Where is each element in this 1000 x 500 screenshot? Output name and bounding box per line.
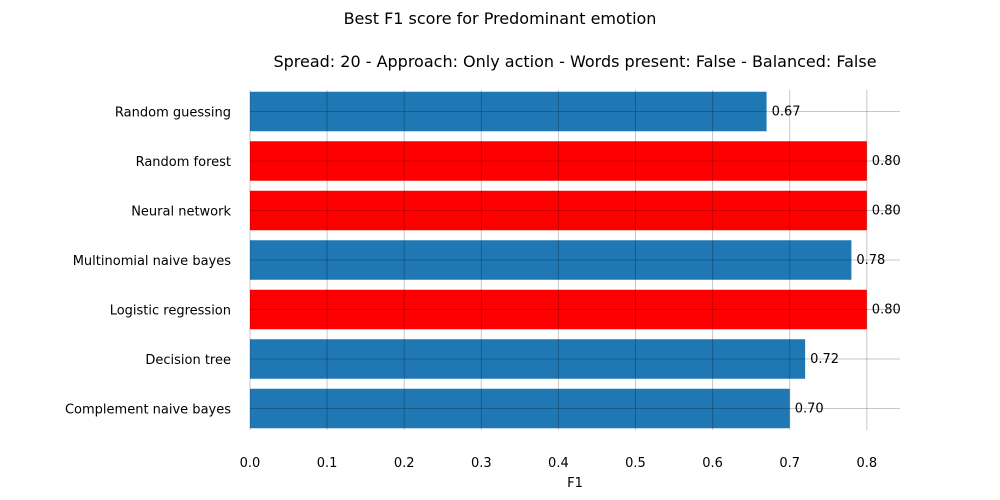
data-label: 0.80 [872,303,901,318]
bar [250,289,867,330]
y-tick-label: Random guessing [115,106,231,121]
chart-suptitle: Best F1 score for Predominant emotion [344,9,657,28]
y-tick-label: Multinomial naive bayes [73,254,232,269]
x-tick-label: 0.5 [625,456,646,471]
grid-lines [249,90,900,430]
y-tick-label: Decision tree [145,353,231,368]
bar [250,240,852,280]
x-tick-label: 0.3 [471,456,492,471]
bars [250,91,867,429]
x-tick-label: 0.0 [240,456,261,471]
x-tick-labels: 0.0 0.1 0.2 0.3 0.4 0.5 0.6 0.7 0.8 [240,456,877,471]
bar [250,339,806,379]
x-tick-label: 0.6 [702,456,723,471]
y-tick-label: Logistic regression [110,304,231,319]
x-tick-label: 0.4 [548,456,569,471]
y-tick-labels: Random guessing Random forest Neural netwo… [65,106,231,418]
y-tick-label: Complement naive bayes [65,403,231,418]
x-tick-label: 0.1 [317,456,338,471]
x-axis-label: F1 [567,476,583,491]
x-tick-label: 0.7 [779,456,800,471]
data-label: 0.80 [872,204,901,219]
x-tick-label: 0.2 [394,456,415,471]
data-labels: 0.67 0.80 0.80 0.78 0.80 0.72 0.70 [772,105,901,417]
data-label: 0.72 [810,352,839,367]
data-label: 0.78 [856,253,885,268]
x-tick-label: 0.8 [856,456,877,471]
y-tick-label: Neural network [131,205,231,220]
data-label: 0.67 [772,105,801,120]
y-tick-label: Random forest [136,155,231,170]
bar [250,141,867,181]
chart-title: Spread: 20 - Approach: Only action - Wor… [273,52,876,71]
data-label: 0.80 [872,154,901,169]
data-label: 0.70 [795,402,824,417]
bar [250,190,867,231]
bar [250,388,790,429]
bar [250,91,767,132]
